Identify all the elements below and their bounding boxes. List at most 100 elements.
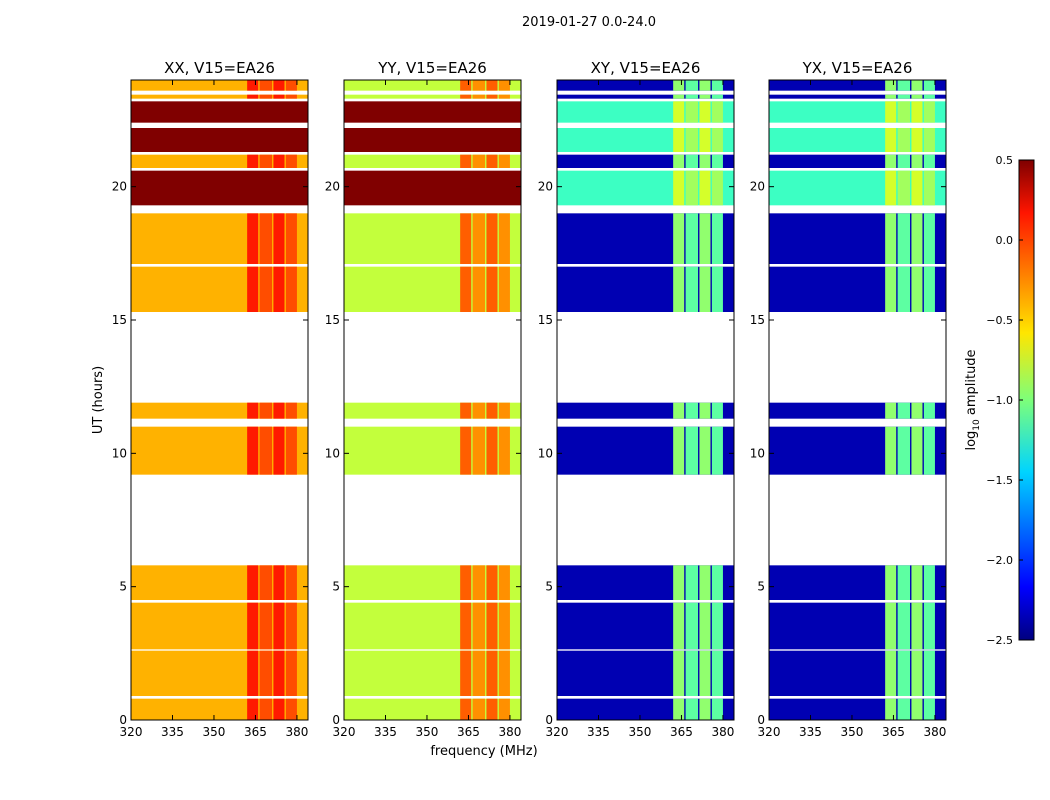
heatmap-band-stripe bbox=[685, 101, 699, 123]
colorbar-tick-label: 0.0 bbox=[996, 234, 1014, 247]
heatmap-band-stripe bbox=[885, 128, 897, 152]
heatmap-band-stripe bbox=[472, 402, 486, 419]
heatmap-band-stripe bbox=[247, 80, 259, 91]
x-tick-label: 350 bbox=[629, 725, 652, 739]
heatmap-band-stripe bbox=[699, 266, 711, 312]
heatmap-band-stripe bbox=[885, 402, 897, 419]
heatmap-band-stripe bbox=[486, 154, 498, 168]
y-tick-label: 20 bbox=[325, 180, 340, 194]
heatmap-band-stripe bbox=[460, 213, 472, 264]
heatmap-band-stripe bbox=[885, 602, 897, 650]
heatmap-band-stripe bbox=[711, 128, 723, 152]
heatmap-band-stripe bbox=[897, 698, 911, 720]
heatmap-band-stripe bbox=[699, 426, 711, 475]
panel-frame bbox=[343, 79, 522, 721]
heatmap-band-stripe bbox=[285, 426, 297, 475]
heatmap-band-stripe bbox=[460, 154, 472, 168]
heatmap-band-stripe bbox=[285, 650, 297, 696]
heatmap-band-stripe bbox=[498, 565, 510, 600]
heatmap-band-stripe bbox=[685, 128, 699, 152]
heatmap-band-stripe bbox=[699, 698, 711, 720]
heatmap-band-stripe bbox=[460, 602, 472, 650]
heatmap-band-stripe bbox=[673, 101, 685, 123]
heatmap-band-stripe bbox=[923, 565, 935, 600]
heatmap-band-stripe bbox=[885, 698, 897, 720]
heatmap-band-stripe bbox=[711, 101, 723, 123]
heatmap-band-stripe bbox=[911, 565, 923, 600]
colorbar-tick-label: −2.5 bbox=[986, 634, 1013, 647]
heatmap-band-stripe bbox=[897, 101, 911, 123]
heatmap-band-stripe bbox=[673, 650, 685, 696]
heatmap-band-stripe bbox=[711, 402, 723, 419]
x-tick-label: 335 bbox=[799, 725, 822, 739]
heatmap-band-stripe bbox=[472, 94, 486, 99]
x-tick-label: 380 bbox=[285, 725, 308, 739]
heatmap-band-stripe bbox=[885, 266, 897, 312]
heatmap-band-stripe bbox=[285, 80, 297, 91]
x-tick-label: 380 bbox=[498, 725, 521, 739]
heatmap-band-stripe bbox=[885, 650, 897, 696]
heatmap-segment bbox=[344, 128, 521, 152]
heatmap-band-stripe bbox=[247, 94, 259, 99]
panel-xx: XX, V15=EA26 320 335 350 365 380 0 5 10 15 20 bbox=[112, 59, 309, 739]
heatmap-band-stripe bbox=[472, 565, 486, 600]
heatmap-band-stripe bbox=[885, 80, 897, 91]
heatmap-band-stripe bbox=[472, 80, 486, 91]
heatmap-band-stripe bbox=[486, 602, 498, 650]
heatmap-band-stripe bbox=[472, 426, 486, 475]
heatmap-band-stripe bbox=[923, 698, 935, 720]
y-tick-label: 10 bbox=[538, 446, 553, 460]
heatmap-band-stripe bbox=[247, 698, 259, 720]
heatmap-band-stripe bbox=[498, 154, 510, 168]
panel-frame bbox=[768, 79, 947, 721]
heatmap-band-stripe bbox=[673, 80, 685, 91]
heatmap-band-stripe bbox=[259, 80, 273, 91]
heatmap-band-stripe bbox=[897, 565, 911, 600]
heatmap-band-stripe bbox=[285, 602, 297, 650]
heatmap-band-stripe bbox=[885, 154, 897, 168]
heatmap-band-stripe bbox=[911, 402, 923, 419]
heatmap-band-stripe bbox=[885, 426, 897, 475]
heatmap-band-stripe bbox=[472, 602, 486, 650]
heatmap-band-stripe bbox=[711, 80, 723, 91]
heatmap-band-stripe bbox=[472, 266, 486, 312]
heatmap-band-stripe bbox=[885, 94, 897, 99]
heatmap-band-stripe bbox=[247, 426, 259, 475]
heatmap-band-stripe bbox=[685, 80, 699, 91]
heatmap-band-stripe bbox=[911, 602, 923, 650]
panel-yx: YX, V15=EA26 320 335 350 365 380 0 5 10 15 20 bbox=[750, 59, 947, 739]
x-tick-label: 335 bbox=[161, 725, 184, 739]
heatmap-band-stripe bbox=[273, 565, 285, 600]
heatmap-band-stripe bbox=[685, 426, 699, 475]
heatmap-band-stripe bbox=[673, 128, 685, 152]
x-tick-label: 380 bbox=[711, 725, 734, 739]
heatmap-band-stripe bbox=[923, 154, 935, 168]
heatmap-band-stripe bbox=[486, 650, 498, 696]
heatmap-band-stripe bbox=[897, 402, 911, 419]
heatmap-band-stripe bbox=[911, 101, 923, 123]
heatmap-band-stripe bbox=[273, 402, 285, 419]
heatmap-band-stripe bbox=[711, 170, 723, 206]
heatmap-band-stripe bbox=[897, 650, 911, 696]
panel-xy: XY, V15=EA26 320 335 350 365 380 0 5 10 15 20 bbox=[538, 59, 735, 739]
heatmap-band-stripe bbox=[273, 426, 285, 475]
heatmap-band-stripe bbox=[911, 94, 923, 99]
heatmap-band-stripe bbox=[711, 94, 723, 99]
heatmap-band-stripe bbox=[259, 266, 273, 312]
heatmap-band-stripe bbox=[486, 80, 498, 91]
heatmap-band-stripe bbox=[685, 154, 699, 168]
x-tick-label: 350 bbox=[203, 725, 226, 739]
x-tick-label: 365 bbox=[244, 725, 267, 739]
heatmap-band-stripe bbox=[247, 154, 259, 168]
heatmap-band-stripe bbox=[685, 266, 699, 312]
heatmap-band-stripe bbox=[460, 426, 472, 475]
heatmap-band-stripe bbox=[673, 266, 685, 312]
x-tick-label: 350 bbox=[841, 725, 864, 739]
y-tick-label: 15 bbox=[538, 313, 553, 327]
heatmap-band-stripe bbox=[885, 170, 897, 206]
figure-title: 2019-01-27 0.0-24.0 bbox=[522, 15, 656, 30]
heatmap-band-stripe bbox=[699, 128, 711, 152]
heatmap-band-stripe bbox=[273, 266, 285, 312]
heatmap-band-stripe bbox=[247, 213, 259, 264]
